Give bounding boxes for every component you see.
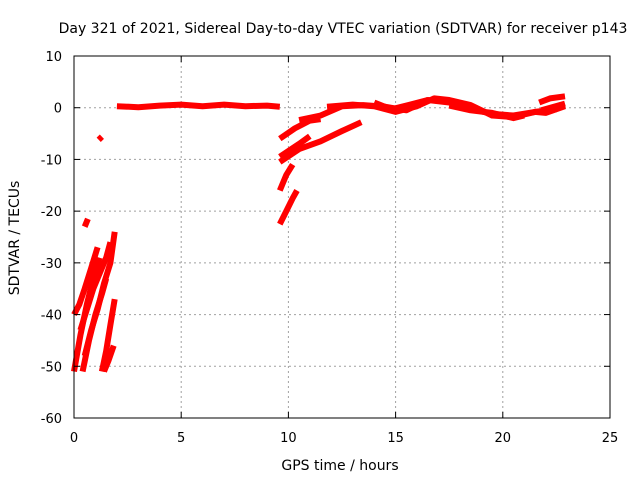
x-tick-label: 5 xyxy=(177,431,185,446)
data-series-arc-s xyxy=(448,102,525,122)
x-tick-label: 20 xyxy=(495,431,512,446)
data-series-arc-q xyxy=(326,95,566,120)
x-axis-label: GPS time / hours xyxy=(281,458,398,474)
data-series-arc-m xyxy=(278,119,363,165)
x-axis-ticks: 0 5 10 15 20 25 xyxy=(70,56,618,446)
y-tick-label: -60 xyxy=(41,412,62,427)
data-series-arc-i xyxy=(96,134,104,142)
y-tick-label: -40 xyxy=(41,309,62,324)
y-tick-label: -10 xyxy=(41,153,62,168)
y-tick-label: -20 xyxy=(41,205,62,220)
y-tick-label: -50 xyxy=(41,360,62,375)
x-tick-label: 10 xyxy=(280,431,297,446)
data-series-arc-b xyxy=(71,246,101,316)
x-tick-label: 25 xyxy=(602,431,619,446)
data-series-arc-g xyxy=(101,344,117,373)
y-axis-label: SDTVAR / TECUs xyxy=(7,181,23,296)
data-series-arc-e xyxy=(81,231,118,357)
data-series-arc-n xyxy=(278,116,322,142)
data-series-arc-u xyxy=(540,100,566,114)
data-series-arc-f xyxy=(98,298,118,373)
y-tick-label: -30 xyxy=(41,257,62,272)
data-series-arc-k xyxy=(277,189,300,226)
data-series-arc-h xyxy=(81,217,91,228)
data-series-arc-r xyxy=(373,97,429,113)
x-tick-label: 15 xyxy=(387,431,404,446)
data-series-arc-j xyxy=(116,101,281,111)
y-axis-ticks: 10 0 -10 -20 -30 -40 -50 -60 xyxy=(41,50,610,427)
data-series-arc-t xyxy=(538,93,566,106)
plot-frame xyxy=(73,55,611,419)
data-series-arc-o xyxy=(278,133,312,160)
data-series-arc-d xyxy=(77,241,114,331)
series-layer xyxy=(71,93,566,373)
x-tick-label: 0 xyxy=(70,431,78,446)
chart-title: Day 321 of 2021, Sidereal Day-to-day VTE… xyxy=(59,21,628,37)
y-tick-label: 10 xyxy=(45,50,62,65)
data-series-arc-l xyxy=(277,163,296,192)
y-tick-label: 0 xyxy=(54,102,62,117)
